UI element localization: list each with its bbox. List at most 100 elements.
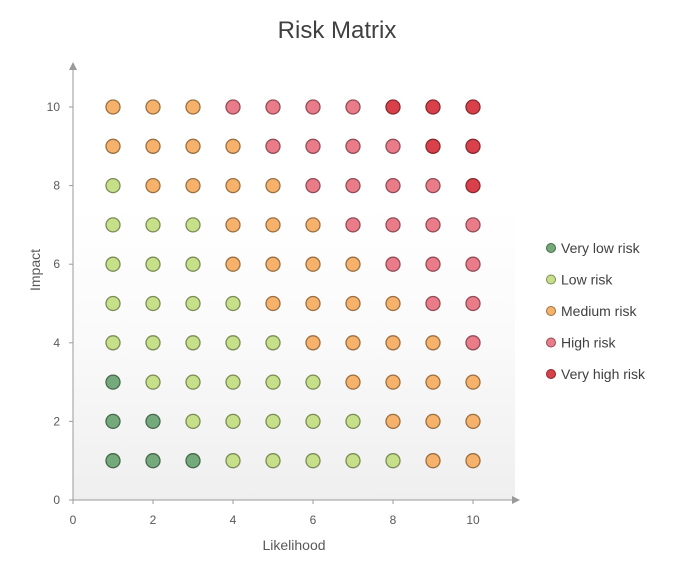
x-tick-label: 2: [150, 513, 157, 527]
data-point: [305, 256, 321, 272]
legend-label: Medium risk: [561, 303, 637, 319]
data-point: [265, 99, 281, 115]
data-point: [145, 295, 161, 312]
data-point: [465, 413, 481, 430]
data-point: [265, 295, 281, 312]
data-point: [225, 453, 241, 469]
data-point: [265, 374, 281, 390]
legend-marker: [546, 243, 556, 253]
data-point: [225, 295, 241, 312]
data-point: [265, 335, 281, 351]
x-tick-label: 0: [70, 513, 77, 527]
data-point: [425, 256, 441, 272]
data-point: [385, 99, 401, 115]
data-point: [185, 99, 201, 115]
data-point: [345, 295, 361, 312]
data-point: [425, 335, 441, 351]
data-point: [385, 413, 401, 430]
data-point: [465, 453, 481, 469]
x-tick-label: 10: [466, 513, 480, 527]
data-point: [345, 177, 361, 194]
data-point: [385, 453, 401, 469]
data-point: [465, 138, 481, 154]
data-point: [105, 177, 121, 194]
data-point: [105, 217, 121, 233]
data-point: [185, 335, 201, 351]
x-tick-label: 6: [310, 513, 317, 527]
data-point: [185, 295, 201, 312]
axes: 0 2 4 6 8 10 0 2 4 6 8 10: [47, 62, 520, 527]
data-point: [185, 138, 201, 154]
data-point: [465, 374, 481, 390]
data-point: [225, 177, 241, 194]
y-tick-label: 2: [53, 414, 60, 428]
data-point: [265, 453, 281, 469]
data-point: [305, 177, 321, 194]
y-tick-label: 6: [53, 257, 60, 271]
legend-marker: [546, 369, 556, 379]
plot-background: [73, 205, 515, 500]
data-point: [305, 99, 321, 115]
data-point: [345, 374, 361, 390]
data-point: [385, 177, 401, 194]
data-point: [305, 138, 321, 154]
data-point: [305, 335, 321, 351]
data-point: [225, 374, 241, 390]
data-point: [145, 453, 161, 469]
chart-title: Risk Matrix: [278, 17, 397, 44]
data-point: [265, 413, 281, 430]
data-point: [385, 295, 401, 312]
data-point: [425, 453, 441, 469]
x-tick-label: 4: [230, 513, 237, 527]
data-point: [305, 453, 321, 469]
data-point: [425, 99, 441, 115]
y-tick-label: 0: [53, 493, 60, 507]
data-point: [385, 374, 401, 390]
data-point: [385, 335, 401, 351]
data-point: [105, 413, 121, 430]
y-axis-label: Impact: [27, 249, 43, 291]
y-tick-label: 8: [53, 179, 60, 193]
data-point: [185, 256, 201, 272]
data-point: [225, 217, 241, 233]
data-point: [145, 374, 161, 390]
data-point: [425, 138, 441, 154]
y-tick-label: 4: [53, 336, 60, 350]
data-points: [105, 99, 481, 469]
data-point: [385, 256, 401, 272]
data-point: [345, 217, 361, 233]
data-point: [145, 138, 161, 154]
data-point: [305, 217, 321, 233]
data-point: [305, 413, 321, 430]
x-axis-label: Likelihood: [262, 537, 325, 553]
data-point: [345, 256, 361, 272]
data-point: [265, 217, 281, 233]
y-tick-label: 10: [47, 100, 61, 114]
data-point: [145, 177, 161, 194]
data-point: [465, 217, 481, 233]
data-point: [105, 295, 121, 312]
legend-label: Very high risk: [561, 366, 646, 382]
data-point: [185, 453, 201, 469]
legend-marker: [546, 306, 556, 316]
data-point: [465, 295, 481, 312]
data-point: [425, 295, 441, 312]
legend: Very low risk Low risk Medium risk High ris…: [546, 240, 646, 382]
data-point: [305, 374, 321, 390]
data-point: [145, 99, 161, 115]
data-point: [385, 138, 401, 154]
legend-marker: [546, 274, 556, 285]
data-point: [345, 99, 361, 115]
data-point: [185, 177, 201, 194]
data-point: [145, 256, 161, 272]
data-point: [425, 413, 441, 430]
data-point: [425, 217, 441, 233]
data-point: [345, 453, 361, 469]
data-point: [345, 413, 361, 430]
data-point: [265, 256, 281, 272]
x-tick-label: 8: [390, 513, 397, 527]
data-point: [185, 217, 201, 233]
x-axis-arrow: [512, 496, 520, 504]
